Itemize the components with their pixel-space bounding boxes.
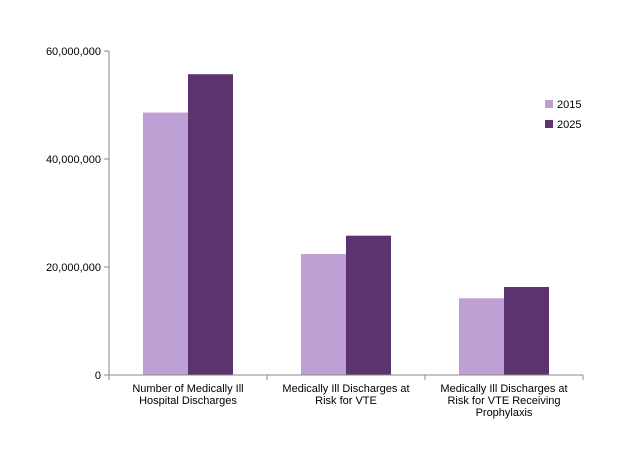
x-category-label-line: Prophylaxis — [476, 407, 533, 419]
x-category-label-line: Medically Ill Discharges at — [440, 383, 567, 395]
legend: 2015 2025 — [545, 99, 581, 131]
legend-swatch-2015 — [545, 100, 553, 108]
y-tick-label: 60,000,000 — [46, 46, 101, 58]
bar-2025-2 — [504, 286, 549, 375]
x-category-label-line: Risk for VTE — [315, 395, 377, 407]
x-category-label-line: Hospital Discharges — [139, 395, 237, 407]
y-tick-label: 0 — [95, 370, 101, 382]
bar-2025-0 — [188, 74, 233, 375]
bar-2015-0 — [143, 112, 188, 375]
bar-2015-1 — [301, 254, 346, 375]
legend-label-2025: 2025 — [557, 119, 581, 131]
bars-layer — [143, 74, 549, 375]
x-category-label-line: Medically Ill Discharges at — [282, 383, 409, 395]
bar-2025-1 — [346, 235, 391, 375]
legend-swatch-2025 — [545, 120, 553, 128]
x-category-label: Number of Medically Ill Hospital Discharg… — [132, 383, 243, 407]
x-category-label-line: Risk for VTE Receiving — [447, 395, 560, 407]
y-tick-label: 20,000,000 — [46, 262, 101, 274]
bar-2015-2 — [459, 298, 504, 375]
legend-label-2015: 2015 — [557, 99, 581, 111]
x-category-label: Medically Ill Discharges at Risk for VTE — [282, 383, 409, 407]
y-tick-label: 40,000,000 — [46, 154, 101, 166]
x-category-label-line: Number of Medically Ill — [132, 383, 243, 395]
x-category-label: Medically Ill Discharges at Risk for VTE … — [440, 383, 567, 419]
x-axis-ticks: Number of Medically Ill Hospital Discharg… — [108, 375, 584, 419]
y-axis-ticks: 0 20,000,000 40,000,000 60,000,000 — [46, 46, 109, 382]
